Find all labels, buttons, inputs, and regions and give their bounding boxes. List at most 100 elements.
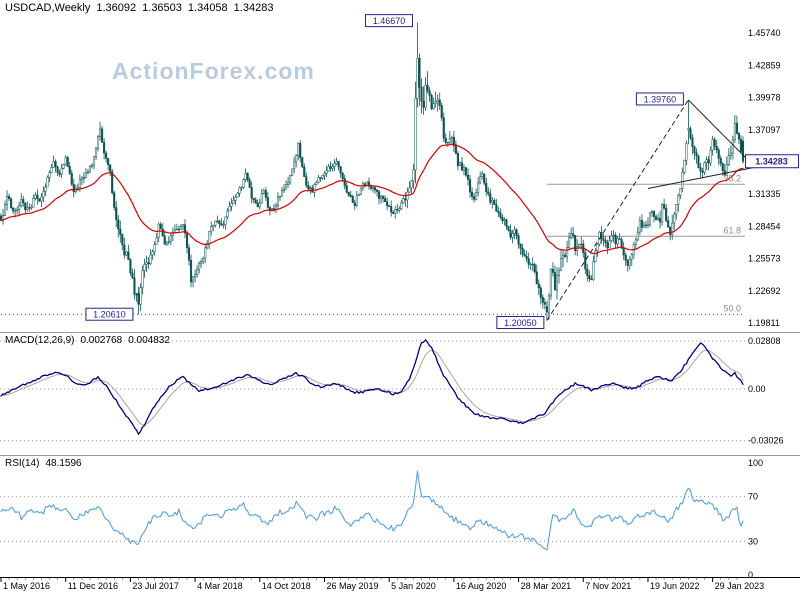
candle-body [464,167,468,176]
candle-body [48,172,51,178]
candle-body [353,202,356,206]
candle-body [485,182,488,193]
candle-body [38,198,41,202]
annotation-text: 1.39760 [644,94,677,104]
candle-body [691,137,694,147]
candle-body [685,142,688,161]
low-value: 1.34058 [187,2,228,14]
candle-body [539,287,542,298]
open-value: 1.36092 [96,2,137,14]
candle-body [222,224,225,226]
price-axis-label: 1.22692 [748,286,781,296]
candle-body [24,202,27,211]
candle-body [236,192,239,198]
candle-body [14,210,17,212]
candle-body [636,231,639,241]
candle-body [630,254,633,260]
candle-body [679,188,682,196]
candle-body [584,252,587,270]
candle-body [56,166,59,173]
candle-body [133,277,136,295]
candle-body [731,139,734,154]
candle-body [402,198,405,204]
candle-body [78,179,81,189]
candle-body [693,146,696,154]
candle-body [153,244,156,252]
candle-body [26,207,29,211]
candle-body [238,187,241,194]
candle-body [622,248,625,256]
candle-body [119,228,122,235]
candle-body [535,271,538,285]
candle-body [600,231,603,239]
candle-body [386,201,389,207]
candle-body [167,241,170,243]
candle-body [650,211,654,213]
candle-body [187,247,191,261]
candle-body [454,145,457,154]
candle-body [262,190,265,194]
candle-body [359,187,362,195]
candle-body [121,234,124,246]
candle-body [99,128,102,137]
candle-body [131,272,134,279]
symbol-ohlc-line: USDCAD,Weekly 1.36092 1.36503 1.34058 1.3428… [5,2,279,14]
candle-body [208,230,211,244]
candle-body [592,261,595,280]
candle-body [695,152,698,157]
x-axis-label: 26 May 2019 [326,581,378,591]
candle-body [604,240,607,244]
candle-body [248,179,251,188]
candle-body [458,162,461,166]
candle-body [733,122,736,141]
candle-body [727,155,730,165]
candle-body [404,198,407,201]
candle-body [606,242,609,249]
candle-body [274,205,278,210]
candle-body [517,235,520,245]
candle-body [665,207,668,221]
candle-body [143,264,146,271]
candle-body [339,166,342,174]
candle-body [228,206,231,212]
candle-body [3,204,7,216]
moving-average-line [0,143,744,255]
candle-body [588,275,591,280]
candle-body [466,174,470,180]
candle-body [282,188,286,191]
candle-body [519,243,522,249]
macd-axis-label: -0.03026 [748,436,784,446]
candle-body [107,158,110,166]
candle-body [515,229,518,236]
candle-body [210,226,213,232]
candle-body [568,237,571,248]
x-axis-label: 4 Mar 2018 [197,581,243,591]
candle-body [189,260,193,283]
candle-body [173,229,176,233]
candle-body [654,216,658,220]
candle-body [250,187,253,199]
candle-body [202,258,205,262]
candle-body [319,177,322,179]
candle-body [499,212,502,218]
candle-body [612,234,615,237]
candle-body [513,229,516,234]
candle-body [527,258,530,265]
candle-body [428,90,431,96]
price-axis-label: 1.28454 [748,221,781,231]
candle-body [375,189,379,192]
candle-body [218,220,221,224]
candle-body [46,177,49,188]
candle-body [557,270,561,276]
candle-body [699,167,702,172]
candle-body [468,179,472,193]
candle-body [16,209,19,212]
annotation-text: 1.20050 [504,318,537,328]
candle-body [549,269,552,297]
candle-body [185,232,189,248]
candle-body [42,191,45,198]
macd-axis-label: 0.00 [748,384,766,394]
candle-body [105,152,108,159]
candle-body [84,172,87,179]
